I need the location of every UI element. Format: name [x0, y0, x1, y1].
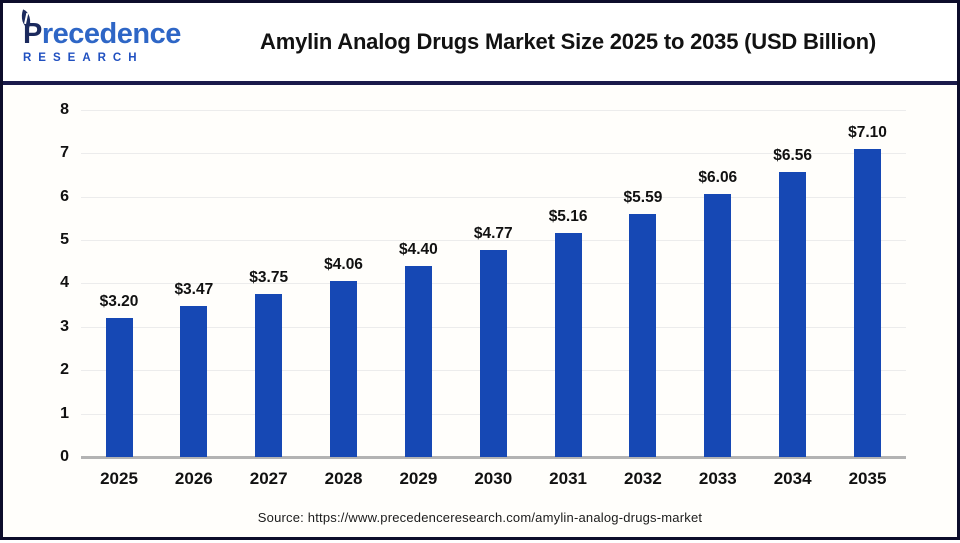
x-axis-label: 2032	[624, 469, 662, 488]
x-axis-label: 2025	[100, 469, 138, 488]
bar-value-label: $3.75	[249, 269, 289, 287]
y-axis-tick-label: 7	[60, 144, 69, 162]
bar-value-label: $4.40	[398, 241, 438, 259]
bar-2033	[704, 193, 732, 457]
bar-2031	[554, 233, 582, 457]
precedence-research-logo: Precedence RESEARCH	[3, 9, 193, 64]
bar-chart-plot-area: 0 1 2 3 4 5 6 7 8 $3.20 2025 $3.47 2026 $3.75 2027 $4.0…	[3, 3, 960, 543]
bar-value-label: $7.10	[848, 123, 887, 141]
header: Precedence RESEARCH Amylin Analog Drugs …	[3, 3, 957, 85]
y-axis-tick-label: 5	[60, 231, 69, 248]
bar-value-label: $4.06	[324, 255, 363, 273]
x-axis-label: 2027	[249, 469, 288, 488]
bar-value-label: $5.59	[623, 189, 663, 207]
bar-2034	[779, 172, 807, 457]
x-axis-label: 2035	[848, 469, 887, 488]
bar-2029	[404, 266, 432, 457]
bar-2030	[479, 249, 507, 457]
logo-subtext: RESEARCH	[23, 52, 144, 64]
y-axis-tick-label: 6	[60, 187, 69, 205]
logo-wordmark: Precedence	[17, 9, 193, 50]
x-axis-line	[81, 456, 906, 459]
bar-2028	[330, 280, 358, 457]
gridline	[81, 196, 906, 198]
x-axis-label: 2030	[474, 469, 513, 488]
bar-value-label: $6.56	[773, 147, 813, 165]
source-text: Source: https://www.precedenceresearch.c…	[257, 510, 703, 525]
y-axis-tick-label: 0	[60, 448, 69, 465]
gridline	[81, 153, 906, 155]
y-axis-tick-label: 1	[60, 404, 69, 422]
x-axis-label: 2028	[324, 469, 363, 488]
gridline	[81, 240, 906, 241]
bar-value-label: $6.06	[698, 168, 738, 186]
y-axis-tick-label: 2	[60, 361, 69, 379]
bar-value-label: $5.16	[548, 208, 588, 226]
bar-2027	[255, 294, 283, 457]
logo-word-rest: recedence	[41, 18, 182, 50]
x-axis-label: 2033	[698, 469, 737, 488]
y-axis-tick-label: 8	[60, 100, 69, 118]
bar-2032	[629, 214, 657, 457]
bar-2025	[105, 318, 133, 457]
bar-value-label: $3.47	[174, 281, 214, 299]
y-axis-tick-label: 3	[60, 317, 69, 335]
bar-value-label: $3.20	[99, 293, 139, 311]
x-axis-label: 2031	[549, 469, 587, 488]
y-axis-tick-label: 4	[60, 274, 69, 292]
chart-title: Amylin Analog Drugs Market Size 2025 to …	[260, 29, 876, 54]
bar-2026	[180, 306, 208, 457]
x-axis-label: 2026	[174, 469, 213, 488]
x-axis-label: 2034	[773, 469, 812, 488]
gridline	[81, 109, 906, 111]
x-axis-label: 2029	[399, 469, 438, 488]
bar-value-label: $4.77	[473, 224, 513, 242]
bar-2035	[854, 148, 881, 457]
